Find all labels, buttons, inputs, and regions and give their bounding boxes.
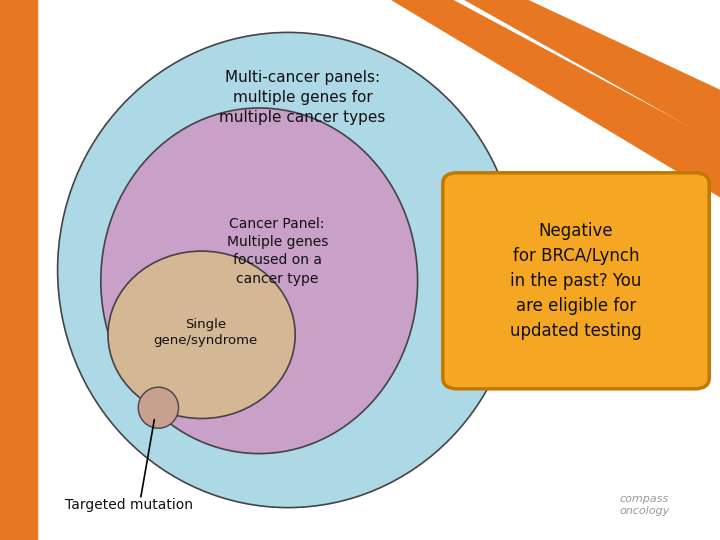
FancyBboxPatch shape bbox=[443, 173, 709, 389]
Polygon shape bbox=[446, 0, 720, 151]
Text: Targeted mutation: Targeted mutation bbox=[65, 498, 193, 512]
Ellipse shape bbox=[108, 251, 295, 418]
Bar bbox=[0, 0, 37, 540]
Polygon shape bbox=[374, 0, 720, 205]
Ellipse shape bbox=[101, 108, 418, 454]
Ellipse shape bbox=[138, 387, 179, 428]
Text: Negative
for BRCA/Lynch
in the past? You
are eligible for
updated testing: Negative for BRCA/Lynch in the past? You… bbox=[510, 222, 642, 340]
Ellipse shape bbox=[58, 32, 518, 508]
Text: Cancer Panel:
Multiple genes
focused on a
cancer type: Cancer Panel: Multiple genes focused on … bbox=[227, 217, 328, 286]
Text: Multi-cancer panels:
multiple genes for
multiple cancer types: Multi-cancer panels: multiple genes for … bbox=[219, 70, 386, 125]
Text: Single
gene/syndrome: Single gene/syndrome bbox=[153, 318, 257, 347]
Text: compass
oncology: compass oncology bbox=[619, 494, 670, 516]
